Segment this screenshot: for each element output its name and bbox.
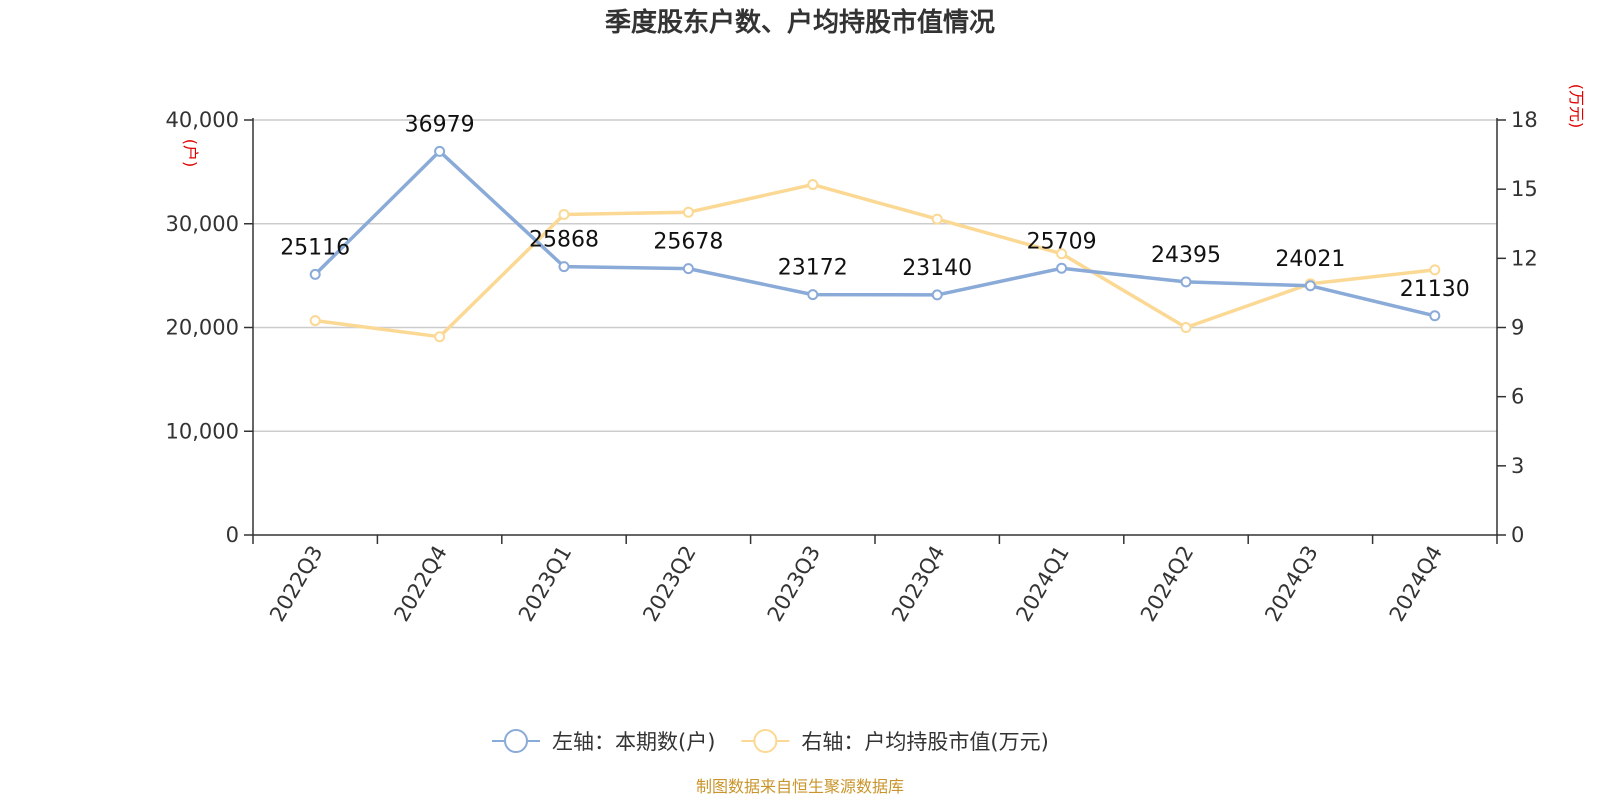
left-tick-label: 20,000 (166, 316, 239, 340)
left-tick-label: 40,000 (166, 108, 239, 132)
series-point-right[interactable] (309, 315, 321, 327)
series-point-left[interactable] (807, 289, 819, 301)
grid-lines (253, 119, 1497, 432)
legend-label: 右轴：户均持股市值(万元) (801, 730, 1048, 754)
chart-title: 季度股东户数、户均持股市值情况 (605, 7, 995, 38)
series-point-right[interactable] (434, 331, 446, 343)
legend-swatch-marker (504, 729, 528, 753)
data-label: 25709 (1027, 229, 1097, 254)
right-tick-label: 12 (1511, 246, 1538, 270)
right-tick-label: 15 (1511, 177, 1538, 201)
left-tick-label: 0 (226, 523, 239, 547)
series-point-left[interactable] (309, 268, 321, 280)
x-tick-label: 2023Q4 (887, 541, 949, 625)
right-tick-label: 3 (1511, 454, 1524, 478)
data-label: 24395 (1151, 243, 1221, 268)
x-tick-label: 2022Q4 (389, 542, 451, 626)
x-tick-label: 2024Q4 (1385, 542, 1447, 626)
series-line-left (313, 149, 1436, 318)
legend[interactable]: 左轴：本期数(户) 右轴：户均持股市值(万元) (492, 729, 1049, 754)
data-label: 23172 (778, 256, 848, 281)
right-tick-label: 18 (1511, 108, 1538, 132)
data-label: 23140 (902, 256, 972, 281)
series-point-left[interactable] (558, 261, 570, 273)
series-point-left[interactable] (1180, 276, 1192, 288)
series-point-right[interactable] (558, 209, 570, 221)
data-label: 25678 (653, 230, 723, 255)
source-note: 制图数据来自恒生聚源数据库 (696, 777, 904, 796)
series-point-left[interactable] (434, 145, 446, 157)
series-point-right[interactable] (1429, 264, 1441, 276)
series-point-left[interactable] (1429, 310, 1441, 322)
series-point-left[interactable] (1304, 280, 1316, 292)
x-tick-label: 2023Q3 (763, 542, 825, 626)
series-point-right[interactable] (807, 179, 819, 191)
right-axis-unit: (万元) (1567, 84, 1586, 129)
x-tick-label: 2024Q2 (1136, 542, 1198, 626)
right-tick-label: 0 (1511, 523, 1524, 547)
data-label: 25868 (529, 228, 599, 253)
x-tick-label: 2022Q3 (265, 542, 327, 626)
legend-swatch-marker (753, 729, 778, 753)
data-labels: 25116 36979 25868 25678 23172 23140 25709 24395… (280, 112, 1470, 301)
series-group (309, 145, 1441, 343)
series-point-right[interactable] (682, 206, 694, 218)
series-point-right[interactable] (931, 213, 943, 225)
left-tick-label: 10,000 (166, 419, 239, 443)
x-tick-label: 2024Q1 (1011, 542, 1073, 626)
data-label: 36979 (405, 112, 475, 137)
legend-item-right[interactable]: 右轴：户均持股市值(万元) (741, 729, 1049, 754)
data-label: 25116 (280, 235, 350, 260)
data-label: 24021 (1275, 247, 1345, 272)
axes: 0 10,000 20,000 30,000 40,000 0 3 6 9 12 15 18 2022Q… (166, 108, 1538, 626)
x-tick-label: 2023Q2 (638, 542, 700, 626)
left-tick-label: 30,000 (166, 212, 239, 236)
series-point-left[interactable] (682, 263, 694, 275)
legend-label: 左轴：本期数(户) (552, 730, 715, 754)
legend-item-left[interactable]: 左轴：本期数(户) (492, 729, 715, 754)
series-point-left[interactable] (1056, 262, 1068, 274)
right-tick-label: 9 (1511, 316, 1524, 340)
series-point-left[interactable] (931, 289, 943, 301)
left-axis-unit: (户) (181, 139, 200, 168)
data-label: 21130 (1400, 277, 1470, 302)
x-tick-label: 2023Q1 (514, 542, 576, 626)
series-line-right (314, 182, 1435, 339)
right-tick-label: 6 (1511, 385, 1524, 409)
x-tick-label: 2024Q3 (1260, 542, 1322, 626)
series-point-right[interactable] (1180, 322, 1192, 333)
series-point-right[interactable] (1056, 248, 1068, 260)
